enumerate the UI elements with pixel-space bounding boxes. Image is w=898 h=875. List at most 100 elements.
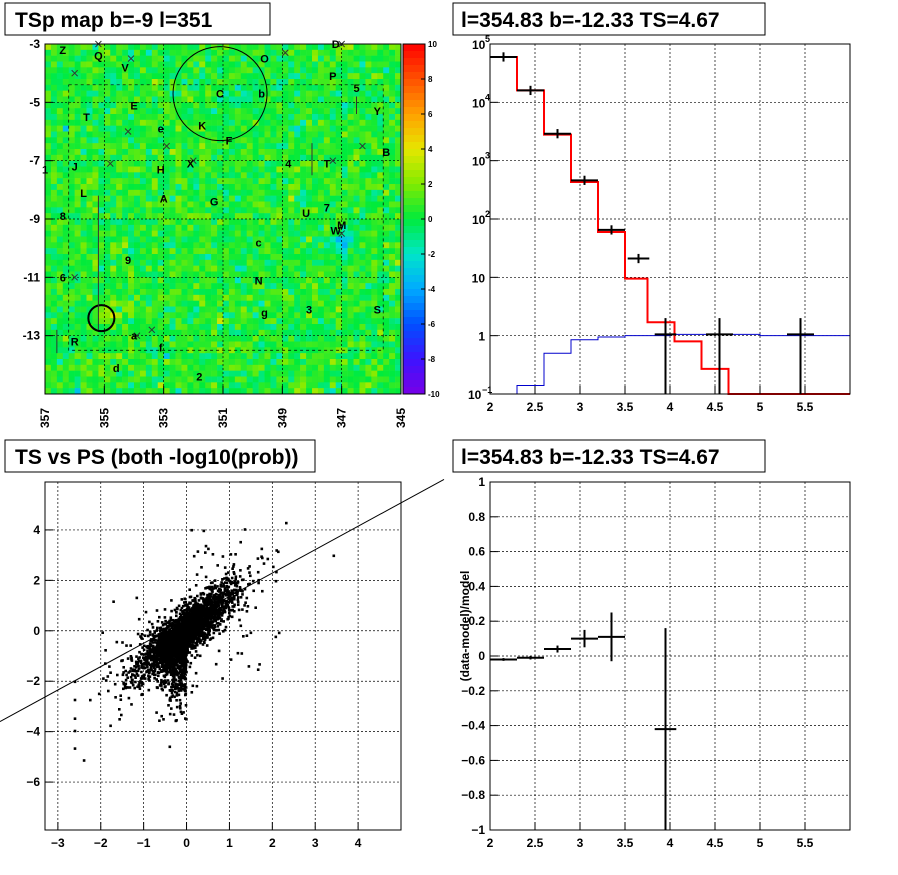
heatmap-cell	[288, 300, 295, 307]
heatmap-cell	[377, 341, 384, 348]
heatmap-cell	[145, 178, 153, 185]
colorbar-cell	[403, 191, 425, 199]
colorbar-cell	[403, 359, 425, 367]
heatmap-cell	[317, 61, 325, 68]
heatmap-cell	[169, 219, 176, 226]
heatmap-cell	[341, 125, 348, 132]
heatmap-cell	[282, 300, 289, 307]
heatmap-cell	[240, 114, 248, 121]
heatmap-cell	[264, 119, 271, 126]
heatmap-cell	[234, 242, 242, 249]
heatmap-cell	[270, 131, 277, 138]
scatter-point	[254, 606, 257, 609]
heatmap-cell	[234, 271, 242, 278]
heatmap-cell	[217, 195, 224, 202]
heatmap-cell	[276, 154, 283, 161]
heatmap-cell	[228, 131, 236, 138]
heatmap-cell	[199, 96, 206, 103]
heatmap-cell	[234, 236, 242, 243]
heatmap-cell	[134, 318, 141, 325]
heatmap-cell	[240, 73, 248, 80]
heatmap-cell	[300, 114, 307, 121]
heatmap-cell	[323, 300, 331, 307]
heatmap-cell	[62, 201, 70, 208]
heatmap-cell	[234, 224, 242, 231]
scatter-point	[248, 571, 251, 574]
heatmap-cell	[312, 359, 319, 366]
heatmap-cell	[217, 55, 224, 62]
heatmap-cell	[294, 96, 301, 103]
heatmap-cell	[341, 300, 348, 307]
heatmap-cell	[211, 324, 218, 331]
heatmap-cell	[205, 84, 212, 91]
heatmap-cell	[252, 137, 259, 144]
heatmap-cell	[122, 160, 129, 167]
heatmap-cell	[377, 119, 384, 126]
heatmap-cell	[234, 388, 242, 395]
heatmap-cell	[389, 189, 396, 196]
heatmap-cell	[306, 114, 313, 121]
heatmap-cell	[128, 119, 135, 126]
heatmap-cell	[371, 207, 378, 214]
heatmap-cell	[228, 55, 236, 62]
heatmap-cell	[377, 300, 384, 307]
heatmap-cell	[359, 300, 366, 307]
heatmap-cell	[294, 119, 301, 126]
colorbar-cell	[403, 58, 425, 66]
heatmap-cell	[116, 353, 123, 360]
heatmap-cell	[80, 201, 87, 208]
heatmap-cell	[145, 102, 153, 109]
heatmap-cell	[122, 341, 129, 348]
heatmap-cell	[276, 306, 283, 313]
heatmap-cell	[323, 201, 331, 208]
heatmap-cell	[341, 230, 348, 237]
heatmap-cell	[223, 172, 230, 179]
heatmap-cell	[116, 294, 123, 301]
heatmap-cell	[347, 242, 354, 249]
heatmap-cell	[323, 224, 331, 231]
heatmap-cell	[347, 318, 354, 325]
heatmap-cell	[205, 195, 212, 202]
heatmap-cell	[389, 102, 396, 109]
colorbar-cell	[403, 254, 425, 262]
heatmap-cell	[341, 318, 348, 325]
heatmap-cell	[323, 108, 331, 115]
heatmap-cell	[56, 242, 64, 249]
heatmap-cell	[359, 73, 366, 80]
heatmap-cell	[175, 335, 182, 342]
heatmap-cell	[74, 96, 81, 103]
heatmap-cell	[365, 55, 372, 62]
heatmap-cell	[92, 283, 99, 290]
heatmap-cell	[86, 84, 93, 91]
heatmap-cell	[122, 329, 129, 336]
heatmap-cell	[258, 84, 265, 91]
heatmap-cell	[270, 300, 277, 307]
heatmap-cell	[74, 102, 81, 109]
heatmap-cell	[246, 277, 253, 284]
heatmap-cell	[341, 236, 348, 243]
heatmap-cell	[377, 370, 384, 377]
heatmap-cell	[323, 242, 331, 249]
scatter-point	[227, 585, 231, 589]
heatmap-cell	[98, 102, 105, 109]
heatmap-cell	[270, 364, 277, 371]
heatmap-cell	[134, 335, 141, 342]
heatmap-cell	[110, 154, 117, 161]
heatmap-cell	[377, 125, 384, 132]
heatmap-cell	[104, 224, 111, 231]
heatmap-cell	[312, 102, 319, 109]
heatmap-cell	[187, 207, 194, 214]
heatmap-cell	[329, 102, 337, 109]
heatmap-cell	[240, 90, 248, 97]
heatmap-cell	[383, 224, 390, 231]
heatmap-cell	[122, 324, 129, 331]
heatmap-cell	[134, 248, 141, 255]
heatmap-cell	[335, 294, 342, 301]
heatmap-cell	[181, 230, 188, 237]
heatmap-cell	[92, 102, 99, 109]
heatmap-cell	[276, 149, 283, 156]
heatmap-cell	[371, 242, 378, 249]
heatmap-cell	[240, 219, 248, 226]
heatmap-cell	[128, 178, 135, 185]
heatmap-cell	[240, 195, 248, 202]
